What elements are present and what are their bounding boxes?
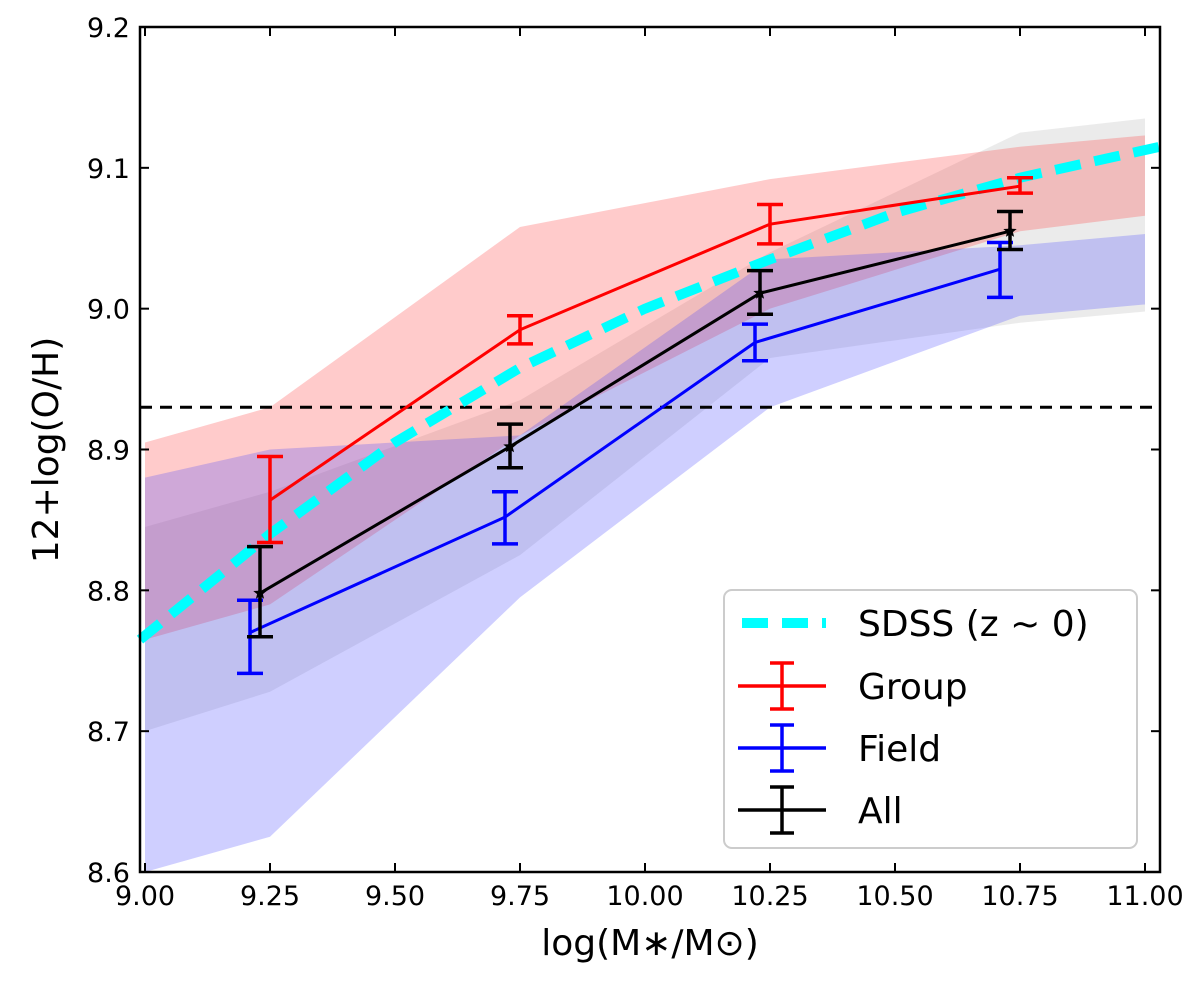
series-line-all: [259, 229, 1011, 595]
axis-ticks: 9.00 9.25 9.50 9.75 10.00 10.25 10.50 10.75 11.0…: [87, 13, 1184, 912]
legend: SDSS (z ~ 0) Group Field All: [723, 589, 1138, 849]
y-tick-label: 8.7: [87, 717, 130, 748]
x-tick-label: 9.00: [115, 881, 175, 912]
y-tick-label: 9.1: [87, 154, 130, 185]
legend-frame: [723, 589, 1138, 849]
x-tick-label: 9.75: [490, 881, 550, 912]
legend-field-swatch: [738, 723, 826, 773]
errorbar-field-1: [492, 490, 518, 546]
marker-all-3: [1003, 224, 1017, 237]
series-line-group: [269, 184, 1021, 502]
legend-label-sdss: SDSS (z ~ 0): [858, 604, 1089, 645]
y-tick-label: 8.8: [87, 576, 130, 607]
band-all-scatter: [145, 118, 1145, 732]
legend-label-field: Field: [858, 729, 941, 770]
marker-all-0: [253, 586, 267, 599]
band-field-scatter: [145, 234, 1145, 872]
y-axis-title: 12+log(O/H): [26, 337, 67, 563]
x-tick-label: 10.75: [981, 881, 1058, 912]
errorbar-field-2: [742, 322, 768, 363]
x-tick-label: 10.25: [731, 881, 808, 912]
series-line-sdss-z-0: [136, 141, 1162, 644]
x-axis-title: log(M∗/M⊙): [541, 923, 759, 964]
x-tick-label: 10.00: [606, 881, 683, 912]
legend-label-all: All: [858, 791, 903, 832]
x-tick-label: 9.25: [240, 881, 300, 912]
marker-all-2: [753, 286, 767, 299]
y-tick-label: 8.9: [87, 436, 130, 467]
data-series: [136, 141, 1162, 676]
y-tick-label: 9.2: [87, 13, 130, 44]
legend-label-group: Group: [858, 667, 968, 708]
x-tick-label: 10.50: [856, 881, 933, 912]
errorbar-group-1: [507, 313, 533, 346]
series-line-field: [249, 267, 1001, 634]
legend-group-swatch: [738, 661, 826, 711]
x-tick-label: 11.00: [1106, 881, 1183, 912]
x-tick-label: 9.50: [365, 881, 425, 912]
y-tick-label: 9.0: [87, 295, 130, 326]
legend-all-swatch: [738, 785, 826, 835]
errorbar-group-0: [257, 454, 283, 545]
y-tick-label: 8.6: [87, 858, 130, 889]
errorbar-group-2: [757, 202, 783, 246]
errorbar-group-3: [1007, 175, 1033, 195]
marker-all-1: [503, 439, 517, 453]
